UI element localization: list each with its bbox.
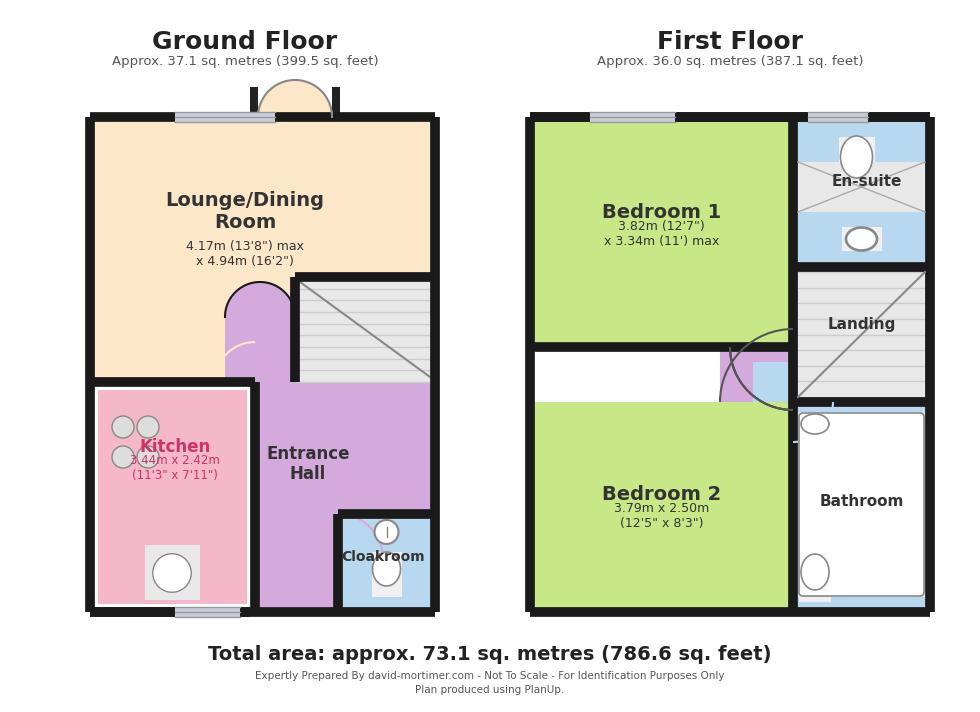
Text: Plan produced using PlanUp.: Plan produced using PlanUp. — [416, 685, 564, 695]
Ellipse shape — [841, 136, 872, 178]
FancyBboxPatch shape — [799, 413, 924, 596]
Bar — [842, 227, 881, 251]
Bar — [753, 362, 793, 402]
Bar — [590, 112, 675, 122]
Bar — [799, 552, 831, 602]
Bar — [798, 162, 925, 212]
Polygon shape — [258, 80, 332, 117]
Bar — [90, 117, 435, 382]
Text: Bedroom 1: Bedroom 1 — [602, 202, 721, 221]
Bar — [839, 137, 874, 192]
Ellipse shape — [847, 228, 876, 250]
Bar — [250, 87, 258, 117]
Bar — [225, 317, 295, 382]
Bar — [332, 87, 340, 117]
Bar — [798, 272, 925, 397]
Circle shape — [374, 520, 399, 544]
Bar — [720, 347, 793, 402]
Polygon shape — [225, 282, 295, 317]
Text: Lounge/Dining
Room: Lounge/Dining Room — [166, 192, 324, 233]
Text: 3.79m x 2.50m
(12'5" x 8'3"): 3.79m x 2.50m (12'5" x 8'3") — [613, 502, 710, 530]
Circle shape — [153, 554, 191, 592]
Circle shape — [112, 416, 134, 438]
Text: Expertly Prepared By david-mortimer.com - Not To Scale - For Identification Purp: Expertly Prepared By david-mortimer.com … — [255, 671, 725, 681]
Bar — [798, 412, 925, 597]
Ellipse shape — [801, 554, 829, 590]
Text: Kitchen: Kitchen — [139, 438, 211, 456]
Bar — [730, 347, 793, 402]
Bar — [145, 545, 200, 600]
Circle shape — [112, 446, 134, 468]
Bar — [175, 112, 275, 122]
Bar — [730, 347, 793, 402]
Bar — [295, 277, 435, 382]
Bar — [793, 267, 930, 402]
Ellipse shape — [846, 227, 877, 251]
Text: Ground Floor: Ground Floor — [153, 30, 337, 54]
Text: Cloakroom: Cloakroom — [341, 550, 424, 564]
Text: Bedroom 2: Bedroom 2 — [602, 484, 721, 503]
Bar — [530, 402, 793, 612]
Bar — [371, 552, 402, 597]
Text: 3.44m x 2.42m
(11'3" x 7'11"): 3.44m x 2.42m (11'3" x 7'11") — [130, 454, 220, 482]
Bar — [808, 112, 868, 122]
Text: Approx. 37.1 sq. metres (399.5 sq. feet): Approx. 37.1 sq. metres (399.5 sq. feet) — [112, 55, 378, 68]
Text: Entrance
Hall: Entrance Hall — [267, 444, 350, 483]
Bar — [793, 402, 930, 612]
Text: En-suite: En-suite — [831, 174, 902, 189]
Bar — [175, 607, 240, 617]
Bar — [530, 117, 793, 347]
Polygon shape — [730, 347, 793, 402]
Text: Landing: Landing — [827, 317, 896, 332]
Text: Total area: approx. 73.1 sq. metres (786.6 sq. feet): Total area: approx. 73.1 sq. metres (786… — [209, 644, 772, 664]
Circle shape — [137, 416, 159, 438]
Bar — [338, 514, 435, 612]
Text: First Floor: First Floor — [657, 30, 803, 54]
Ellipse shape — [801, 414, 829, 434]
Text: Bathroom: Bathroom — [819, 495, 904, 510]
Ellipse shape — [372, 552, 401, 586]
Circle shape — [137, 446, 159, 468]
Bar — [255, 382, 435, 612]
Text: Approx. 36.0 sq. metres (387.1 sq. feet): Approx. 36.0 sq. metres (387.1 sq. feet) — [597, 55, 863, 68]
Bar — [793, 117, 930, 267]
Text: 4.17m (13'8") max
x 4.94m (16'2"): 4.17m (13'8") max x 4.94m (16'2") — [186, 240, 304, 268]
Bar — [98, 390, 247, 604]
Text: 3.82m (12'7")
x 3.34m (11') max: 3.82m (12'7") x 3.34m (11') max — [604, 220, 719, 248]
